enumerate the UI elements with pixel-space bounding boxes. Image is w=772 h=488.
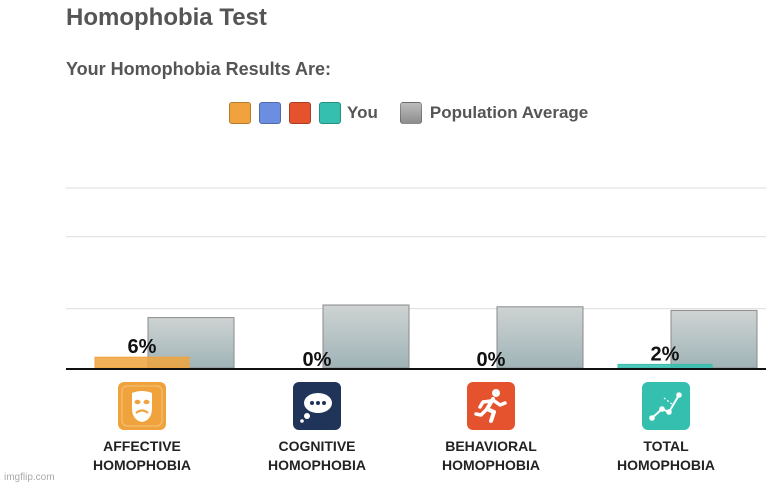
category-label-cognitive: COGNITIVE HOMOPHOBIA <box>242 437 392 475</box>
gridlines <box>66 187 766 310</box>
scatter-graph-icon <box>642 382 690 430</box>
data-label-you-2: 0% <box>477 349 506 371</box>
bars <box>94 304 758 369</box>
legend-swatch-cognitive <box>259 102 281 124</box>
data-label-you-1: 0% <box>303 349 332 371</box>
legend-swatch-affective <box>229 102 251 124</box>
page-title: Homophobia Test <box>66 4 267 31</box>
category-label-total-line2: HOMOPHOBIA <box>617 457 715 473</box>
thought-bubble-icon <box>293 382 341 430</box>
category-label-cognitive-line2: HOMOPHOBIA <box>268 457 366 473</box>
running-person-icon <box>467 382 515 430</box>
data-label-you-0: 6% <box>128 336 157 358</box>
chart-legend: You Population Average <box>229 101 588 125</box>
category-label-behavioral-line2: HOMOPHOBIA <box>442 457 540 473</box>
data-label-you-3: 2% <box>651 343 680 365</box>
category-label-total-line1: TOTAL <box>643 438 689 454</box>
data-labels: 6% 0% 0% 2% <box>128 336 680 371</box>
category-label-behavioral: BEHAVIORAL HOMOPHOBIA <box>416 437 566 475</box>
legend-swatch-behavioral <box>289 102 311 124</box>
bar-population-2 <box>496 306 584 369</box>
results-subtitle: Your Homophobia Results Are: <box>66 59 332 79</box>
category-label-cognitive-line1: COGNITIVE <box>278 438 356 454</box>
bar-population-3 <box>670 309 758 369</box>
bar-you-0 <box>94 356 190 369</box>
legend-swatch-population <box>399 102 422 124</box>
legend-swatch-total <box>319 102 341 124</box>
category-label-affective: AFFECTIVE HOMOPHOBIA <box>67 437 217 475</box>
mask-icon <box>118 382 166 430</box>
legend-label-population: Population Average <box>429 103 589 122</box>
category-label-behavioral-line1: BEHAVIORAL <box>445 438 537 454</box>
bar-population-1 <box>322 304 410 369</box>
legend-label-you: You <box>347 103 378 122</box>
watermark: imgflip.com <box>4 472 55 483</box>
category-label-total: TOTAL HOMOPHOBIA <box>591 437 741 475</box>
category-label-affective-line2: HOMOPHOBIA <box>93 457 191 473</box>
category-label-affective-line1: AFFECTIVE <box>103 438 181 454</box>
